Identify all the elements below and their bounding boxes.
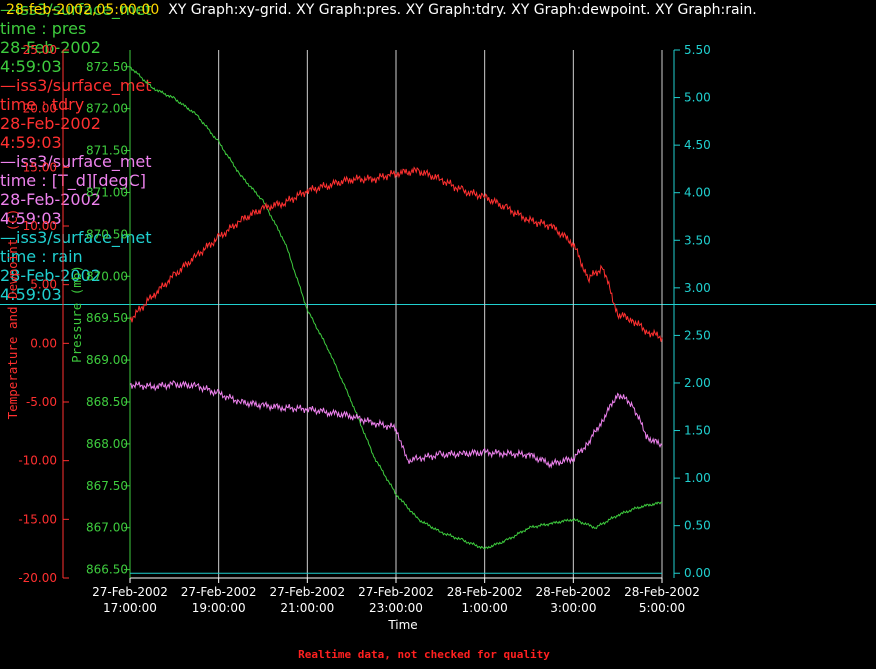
header-timestamp: 28-feb-2002,05:00:00 xyxy=(6,2,160,18)
rain-tick-label-0: 5.50 xyxy=(684,43,711,57)
legend-time: 4:59:03 xyxy=(0,285,62,304)
x-tick-label-6: 28-Feb-2002 5:00:00 xyxy=(624,585,700,615)
legend-date: 28-Feb-2002 xyxy=(0,266,101,285)
legend-date: 28-Feb-2002 xyxy=(0,190,101,209)
temperature-tick-label-7: -10.00 xyxy=(18,454,57,468)
temperature-tick-label-0: 25.00 xyxy=(23,43,57,57)
pressure-tick-label-6: 869.50 xyxy=(86,311,128,325)
series-pres xyxy=(129,66,663,550)
rain-tick-label-9: 1.00 xyxy=(684,471,711,485)
rain-tick-label-1: 5.00 xyxy=(684,91,711,105)
x-tick-label-5: 28-Feb-2002 3:00:00 xyxy=(535,585,611,615)
rain-tick-label-2: 4.50 xyxy=(684,138,711,152)
rain-tick-label-11: 0.00 xyxy=(684,566,711,580)
pressure-tick-label-7: 869.00 xyxy=(86,353,128,367)
temperature-tick-label-5: 0.00 xyxy=(30,336,57,350)
temperature-tick-label-6: -5.00 xyxy=(26,395,57,409)
rain-tick-label-5: 3.00 xyxy=(684,281,711,295)
chart-series xyxy=(129,66,663,574)
temperature-tick-label-8: -15.00 xyxy=(18,512,57,526)
legend-source: —iss3/surface_met xyxy=(0,228,152,247)
pressure-tick-label-10: 867.50 xyxy=(86,479,128,493)
pressure-tick-label-3: 871.00 xyxy=(86,185,128,199)
pressure-tick-label-8: 868.50 xyxy=(86,395,128,409)
pressure-tick-label-12: 866.50 xyxy=(86,563,128,577)
temperature-tick-label-3: 10.00 xyxy=(23,219,57,233)
x-tick-label-3: 27-Feb-2002 23:00:00 xyxy=(358,585,434,615)
temperature-tick-label-4: 5.00 xyxy=(30,278,57,292)
rain-tick-label-6: 2.50 xyxy=(684,328,711,342)
footer-note: Realtime data, not checked for quality xyxy=(298,648,550,661)
legend-time: 4:59:03 xyxy=(0,209,62,228)
series-tdry xyxy=(129,166,663,342)
temperature-axis-label: Temperature and Dewpoint (C) xyxy=(5,209,20,420)
x-tick-label-4: 28-Feb-2002 1:00:00 xyxy=(447,585,523,615)
legend-field: time : [T_d][degC] xyxy=(0,171,146,190)
legend-entry: —iss3/surface_met time : rain 28-Feb-2002 4… xyxy=(0,228,876,304)
pressure-tick-label-1: 872.00 xyxy=(86,102,128,116)
legend-time: 4:59:03 xyxy=(0,57,62,76)
temperature-tick-label-1: 20.00 xyxy=(23,102,57,116)
legend-date: 28-Feb-2002 xyxy=(0,38,101,57)
legend-entry: —iss3/surface_met time : pres 28-Feb-2002 4… xyxy=(0,0,876,76)
rain-tick-label-3: 4.00 xyxy=(684,186,711,200)
grid-lines xyxy=(129,50,663,578)
pressure-tick-label-0: 872.50 xyxy=(86,60,128,74)
x-tick-label-2: 27-Feb-2002 21:00:00 xyxy=(269,585,345,615)
x-axis-label: Time xyxy=(387,618,417,632)
legend-divider xyxy=(0,304,876,305)
x-tick-label-1: 27-Feb-2002 19:00:00 xyxy=(181,585,257,615)
legend-time: 4:59:03 xyxy=(0,133,62,152)
legend-entry: —iss3/surface_met time : [T_d][degC] 28-Fe… xyxy=(0,152,876,228)
rain-tick-label-10: 0.50 xyxy=(684,519,711,533)
pressure-tick-label-4: 870.50 xyxy=(86,227,128,241)
pressure-tick-label-11: 867.00 xyxy=(86,521,128,535)
page-title: 28-feb-2002,05:00:00 XY Graph:xy-grid. X… xyxy=(6,2,757,18)
legend-source: —iss3/surface_met xyxy=(0,76,152,95)
legend-field: time : pres xyxy=(0,19,87,38)
pressure-tick-label-2: 871.50 xyxy=(86,144,128,158)
rain-tick-label-7: 2.00 xyxy=(684,376,711,390)
temperature-tick-label-2: 15.00 xyxy=(23,160,57,174)
rain-tick-label-8: 1.50 xyxy=(684,424,711,438)
pressure-axis-label: Pressure (mb) xyxy=(69,265,84,363)
legend-source: —iss3/surface_met xyxy=(0,152,152,171)
pressure-tick-label-9: 868.00 xyxy=(86,437,128,451)
legend-field: time : rain xyxy=(0,247,83,266)
legend-source: —iss3/surface_met xyxy=(0,0,152,19)
temperature-tick-label-9: -20.00 xyxy=(18,571,57,585)
legend-date: 28-Feb-2002 xyxy=(0,114,101,133)
header-graph-list: XY Graph:xy-grid. XY Graph:pres. XY Grap… xyxy=(168,2,757,18)
series-dewpoint xyxy=(129,380,663,469)
pressure-tick-label-5: 870.00 xyxy=(86,269,128,283)
x-tick-label-0: 27-Feb-2002 17:00:00 xyxy=(92,585,168,615)
rain-tick-label-4: 3.50 xyxy=(684,233,711,247)
chart-axes: 27-Feb-2002 17:00:00 27-Feb-2002 19:00:00 27… xyxy=(18,43,710,615)
